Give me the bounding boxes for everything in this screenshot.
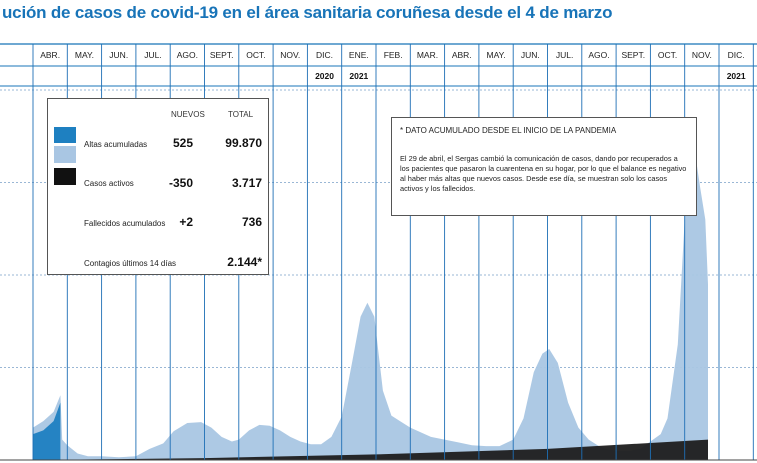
swatch-altas-dark — [54, 127, 76, 143]
legend-label-fallecidos: Fallecidos acumulados — [84, 219, 166, 228]
legend-label-altas: Altas acumuladas — [84, 140, 148, 149]
legend-new-altas: 525 — [172, 136, 193, 150]
month-label: AGO. — [177, 50, 198, 60]
month-label: OCT. — [658, 50, 677, 60]
legend-head-new: NUEVOS — [171, 110, 205, 119]
month-label: MAR. — [417, 50, 438, 60]
year-label: 2021 — [727, 71, 746, 81]
note-text: El 29 de abril, el Sergas cambió la comu… — [400, 154, 687, 193]
swatch-altas-light — [54, 146, 76, 163]
month-label: SEPT. — [621, 50, 645, 60]
month-label: ABR. — [40, 50, 60, 60]
month-label: DIC. — [728, 50, 745, 60]
legend-head-total: TOTAL — [228, 110, 254, 119]
month-label: DIC. — [316, 50, 333, 60]
month-label: JUN. — [109, 50, 128, 60]
note-box: * DATO ACUMULADO DESDE EL INICIO DE LA P… — [391, 117, 697, 216]
year-label: 2021 — [349, 71, 368, 81]
chart-title: ución de casos de covid-19 en el área sa… — [2, 3, 613, 22]
month-label: ABR. — [452, 50, 472, 60]
legend-total-activos: 3.717 — [231, 176, 262, 190]
month-label: JUL. — [144, 50, 161, 60]
legend-total-fallecidos: 736 — [241, 215, 262, 229]
note-title: * DATO ACUMULADO DESDE EL INICIO DE LA P… — [400, 126, 617, 135]
month-label: AGO. — [588, 50, 609, 60]
month-label: MAY. — [487, 50, 506, 60]
month-label: FEB. — [384, 50, 403, 60]
legend-label-activos: Casos activos — [84, 179, 134, 188]
legend-box: NUEVOS TOTAL Altas acumuladas 525 99.870… — [47, 98, 269, 275]
month-label: OCT. — [246, 50, 265, 60]
area-casos-activos — [33, 127, 708, 460]
legend-total-contagios: 2.144* — [227, 255, 262, 269]
month-label: MAY. — [75, 50, 94, 60]
area-altas-acumuladas — [33, 402, 61, 460]
month-label: JUL. — [556, 50, 573, 60]
swatch-activos — [54, 168, 76, 185]
month-label: JUN. — [521, 50, 540, 60]
legend-new-fallecidos: +2 — [179, 215, 193, 229]
month-label: NOV. — [692, 50, 712, 60]
legend-total-altas: 99.870 — [225, 136, 262, 150]
month-label: NOV. — [280, 50, 300, 60]
legend-new-activos: -350 — [168, 176, 193, 190]
year-label: 2020 — [315, 71, 334, 81]
area-fallecidos — [33, 439, 708, 460]
month-label: SEPT. — [210, 50, 234, 60]
month-label: ENE. — [349, 50, 369, 60]
legend-label-contagios: Contagios últimos 14 días — [84, 259, 177, 268]
